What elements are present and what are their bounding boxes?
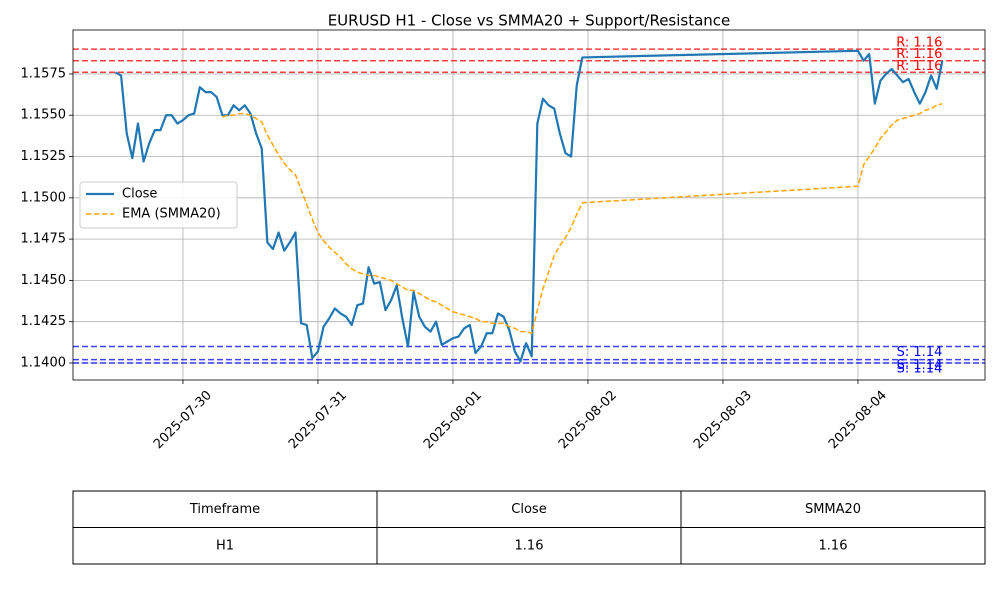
table-value: H1 bbox=[216, 538, 234, 553]
y-tick-label: 1.1475 bbox=[21, 232, 67, 247]
y-tick-label: 1.1500 bbox=[21, 190, 67, 205]
table-cell bbox=[376, 527, 682, 565]
legend-box bbox=[79, 181, 238, 229]
level-label: S: 1.14 bbox=[897, 358, 943, 373]
table-cell bbox=[680, 527, 986, 565]
legend-label: Close bbox=[122, 187, 157, 202]
table-header: Timeframe bbox=[189, 502, 260, 517]
y-tick-label: 1.1525 bbox=[21, 149, 67, 164]
level-label: S: 1.14 bbox=[897, 361, 943, 376]
table-cell bbox=[376, 490, 682, 528]
table-value: 1.16 bbox=[819, 538, 848, 553]
y-tick-label: 1.1550 bbox=[21, 108, 67, 123]
table-value: 1.16 bbox=[515, 538, 544, 553]
legend-label: EMA (SMMA20) bbox=[122, 207, 221, 222]
chart-title: EURUSD H1 - Close vs SMMA20 + Support/Re… bbox=[328, 12, 731, 30]
table-cell bbox=[680, 490, 986, 528]
y-tick-label: 1.1575 bbox=[21, 66, 67, 81]
y-tick-label: 1.1450 bbox=[21, 273, 67, 288]
y-tick-label: 1.1400 bbox=[21, 355, 67, 370]
series-line bbox=[114, 49, 944, 363]
plot-frame bbox=[72, 29, 986, 381]
y-tick-label: 1.1425 bbox=[21, 314, 67, 329]
level-label: R: 1.16 bbox=[896, 59, 942, 74]
level-label: S: 1.14 bbox=[897, 345, 943, 360]
table-header: Close bbox=[511, 502, 546, 517]
table-cell bbox=[72, 490, 378, 528]
level-label: R: 1.16 bbox=[896, 36, 942, 51]
level-label: R: 1.16 bbox=[896, 47, 942, 62]
series-line bbox=[222, 102, 943, 335]
table-header: SMMA20 bbox=[805, 502, 861, 517]
